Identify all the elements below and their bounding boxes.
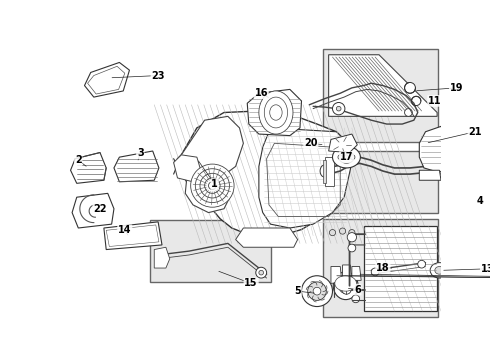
Text: 16: 16 (254, 88, 268, 98)
Bar (323, 49, 438, 142)
Ellipse shape (270, 105, 282, 120)
Polygon shape (173, 155, 201, 182)
Polygon shape (185, 170, 232, 213)
Polygon shape (352, 266, 361, 280)
Ellipse shape (336, 106, 341, 111)
Text: 6: 6 (354, 285, 361, 294)
Ellipse shape (191, 164, 234, 207)
Text: 17: 17 (340, 152, 353, 162)
Text: 1: 1 (211, 179, 218, 189)
Bar (323, 219, 438, 317)
Ellipse shape (339, 151, 354, 163)
Ellipse shape (347, 233, 357, 242)
Ellipse shape (256, 267, 267, 278)
Ellipse shape (339, 278, 353, 293)
Polygon shape (72, 193, 114, 228)
Ellipse shape (371, 268, 379, 276)
Ellipse shape (196, 169, 229, 203)
Polygon shape (329, 55, 437, 116)
Ellipse shape (160, 255, 164, 260)
Polygon shape (177, 111, 352, 236)
Polygon shape (419, 170, 441, 180)
Text: 5: 5 (294, 286, 301, 296)
Ellipse shape (264, 97, 288, 128)
Polygon shape (71, 153, 106, 183)
Ellipse shape (405, 109, 412, 116)
Text: 18: 18 (376, 263, 390, 273)
Ellipse shape (342, 285, 351, 294)
Text: 2: 2 (75, 155, 82, 165)
Ellipse shape (320, 165, 329, 177)
Text: 4: 4 (476, 196, 483, 206)
Bar (441, 172, 472, 199)
Polygon shape (259, 128, 352, 228)
Ellipse shape (405, 82, 416, 93)
Ellipse shape (259, 270, 264, 275)
Text: 22: 22 (93, 204, 107, 214)
Text: 21: 21 (468, 127, 482, 137)
Text: 15: 15 (245, 278, 258, 288)
Ellipse shape (259, 91, 293, 134)
Ellipse shape (418, 260, 425, 268)
Ellipse shape (308, 282, 326, 300)
Bar (150, 220, 270, 282)
Polygon shape (323, 160, 326, 183)
Ellipse shape (205, 178, 220, 193)
Ellipse shape (335, 276, 357, 291)
Ellipse shape (333, 272, 358, 300)
Text: 20: 20 (304, 138, 318, 148)
Polygon shape (236, 228, 297, 247)
Ellipse shape (352, 295, 360, 303)
Text: 13: 13 (481, 264, 490, 274)
Text: 11: 11 (428, 96, 441, 106)
Polygon shape (84, 62, 129, 97)
Polygon shape (419, 126, 447, 172)
Ellipse shape (301, 276, 333, 306)
Text: 23: 23 (151, 71, 165, 81)
Text: 3: 3 (137, 148, 144, 158)
Polygon shape (181, 116, 244, 178)
Ellipse shape (349, 230, 355, 236)
Ellipse shape (348, 244, 356, 252)
Ellipse shape (157, 252, 168, 263)
Ellipse shape (333, 147, 361, 168)
Bar (364, 226, 437, 311)
Polygon shape (104, 222, 162, 249)
Ellipse shape (344, 155, 349, 159)
Text: 19: 19 (450, 83, 463, 93)
Ellipse shape (412, 96, 421, 105)
Polygon shape (106, 225, 159, 247)
Ellipse shape (338, 155, 343, 159)
Ellipse shape (313, 287, 321, 295)
Text: 14: 14 (118, 225, 131, 235)
Bar (323, 151, 438, 213)
Ellipse shape (340, 228, 345, 234)
Ellipse shape (329, 230, 336, 236)
Ellipse shape (350, 155, 355, 159)
Ellipse shape (333, 103, 345, 115)
Polygon shape (325, 157, 334, 186)
Polygon shape (343, 265, 352, 282)
Polygon shape (88, 66, 125, 94)
Ellipse shape (430, 263, 449, 278)
Ellipse shape (435, 266, 444, 274)
Polygon shape (329, 134, 357, 153)
Polygon shape (154, 247, 170, 268)
Ellipse shape (435, 162, 444, 174)
Ellipse shape (200, 173, 225, 198)
Ellipse shape (209, 182, 216, 189)
Polygon shape (331, 266, 342, 283)
Polygon shape (247, 89, 301, 136)
Polygon shape (114, 151, 159, 182)
